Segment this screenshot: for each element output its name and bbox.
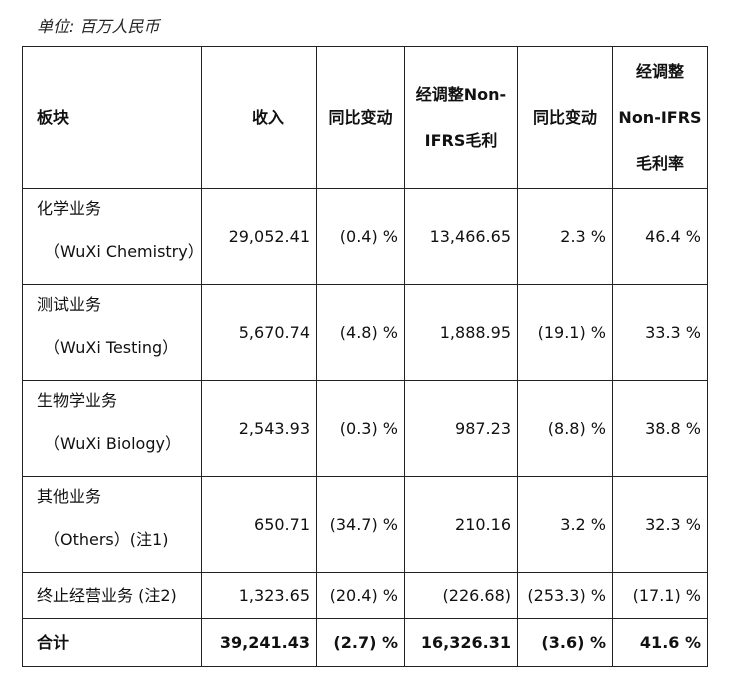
gross-margin-cell: 32.3 % <box>612 476 708 573</box>
segment-cell: 生物学业务 （WuXi Biology） <box>22 380 202 477</box>
total-gross-margin-cell: 41.6 % <box>612 618 708 667</box>
segment-name-en: （WuXi Chemistry） <box>44 242 204 262</box>
segment-cell: 其他业务 （Others）(注1) <box>22 476 202 573</box>
revenue-cell: 5,670.74 <box>201 284 317 381</box>
header-gm-line1: 经调整 <box>635 61 684 81</box>
header-gp-line1: 经调整Non- <box>415 84 507 104</box>
segment-name-cn: 化学业务 <box>37 199 102 218</box>
gp-yoy-cell: (253.3) % <box>517 572 613 619</box>
total-gp-yoy-cell: (3.6) % <box>517 618 613 667</box>
segment-name-en: （Others）(注1) <box>44 530 169 550</box>
table-row-chemistry: 化学业务 （WuXi Chemistry） 29,052.41 (0.4) % … <box>22 188 708 285</box>
header-adjusted-gross-profit: 经调整Non- IFRS毛利 <box>404 46 518 189</box>
revenue-cell: 650.71 <box>201 476 317 573</box>
segment-financials-table: 板块 收入 同比变动 经调整Non- IFRS毛利 同比变动 经调整 Non-I… <box>22 46 708 667</box>
revenue-cell: 2,543.93 <box>201 380 317 477</box>
total-revenue-cell: 39,241.43 <box>201 618 317 667</box>
segment-cell: 化学业务 （WuXi Chemistry） <box>22 188 204 285</box>
revenue-yoy-cell: (0.3) % <box>316 380 405 477</box>
segment-cell: 测试业务 （WuXi Testing） <box>22 284 202 381</box>
gross-margin-cell: 38.8 % <box>612 380 708 477</box>
gp-yoy-cell: (19.1) % <box>517 284 613 381</box>
header-gp-yoy: 同比变动 <box>517 46 613 189</box>
total-revenue-yoy-cell: (2.7) % <box>316 618 405 667</box>
header-gp-line2: IFRS毛利 <box>424 130 498 150</box>
gross-profit-cell: (226.68) <box>404 572 518 619</box>
gp-yoy-cell: 3.2 % <box>517 476 613 573</box>
revenue-cell: 29,052.41 <box>201 188 317 285</box>
gross-profit-cell: 987.23 <box>404 380 518 477</box>
header-row: 板块 收入 同比变动 经调整Non- IFRS毛利 同比变动 经调整 Non-I… <box>22 46 708 189</box>
table-row-discontinued: 终止经营业务 (注2) 1,323.65 (20.4) % (226.68) (… <box>22 572 708 619</box>
header-revenue: 收入 <box>201 46 317 189</box>
segment-name-en: （WuXi Testing） <box>44 338 179 358</box>
gross-margin-cell: 33.3 % <box>612 284 708 381</box>
gross-margin-cell: 46.4 % <box>612 188 708 285</box>
revenue-yoy-cell: (4.8) % <box>316 284 405 381</box>
gp-yoy-cell: (8.8) % <box>517 380 613 477</box>
gross-profit-cell: 1,888.95 <box>404 284 518 381</box>
table-row-biology: 生物学业务 （WuXi Biology） 2,543.93 (0.3) % 98… <box>22 380 708 477</box>
gross-profit-cell: 210.16 <box>404 476 518 573</box>
segment-name-cn: 测试业务 <box>37 295 102 314</box>
segment-name-cn: 生物学业务 <box>37 391 118 410</box>
gross-profit-cell: 13,466.65 <box>404 188 518 285</box>
gp-yoy-cell: 2.3 % <box>517 188 613 285</box>
table-row-total: 合计 39,241.43 (2.7) % 16,326.31 (3.6) % 4… <box>22 618 708 667</box>
unit-note: 单位: 百万人民币 <box>37 17 160 36</box>
revenue-cell: 1,323.65 <box>201 572 317 619</box>
total-label: 合计 <box>22 618 202 667</box>
header-segment: 板块 <box>22 46 202 189</box>
header-revenue-yoy: 同比变动 <box>316 46 405 189</box>
header-gm-line3: 毛利率 <box>635 153 684 173</box>
revenue-yoy-cell: (34.7) % <box>316 476 405 573</box>
segment-name-cn: 其他业务 <box>37 487 102 506</box>
header-gm-line2: Non-IFRS <box>618 107 702 127</box>
table-row-testing: 测试业务 （WuXi Testing） 5,670.74 (4.8) % 1,8… <box>22 284 708 381</box>
segment-name-en: （WuXi Biology） <box>44 434 181 454</box>
revenue-yoy-cell: (0.4) % <box>316 188 405 285</box>
header-adjusted-gross-margin: 经调整 Non-IFRS 毛利率 <box>612 46 708 189</box>
total-gross-profit-cell: 16,326.31 <box>404 618 518 667</box>
segment-name-cn: 终止经营业务 (注2) <box>22 572 202 619</box>
gross-margin-cell: (17.1) % <box>612 572 708 619</box>
revenue-yoy-cell: (20.4) % <box>316 572 405 619</box>
table-row-others: 其他业务 （Others）(注1) 650.71 (34.7) % 210.16… <box>22 476 708 573</box>
